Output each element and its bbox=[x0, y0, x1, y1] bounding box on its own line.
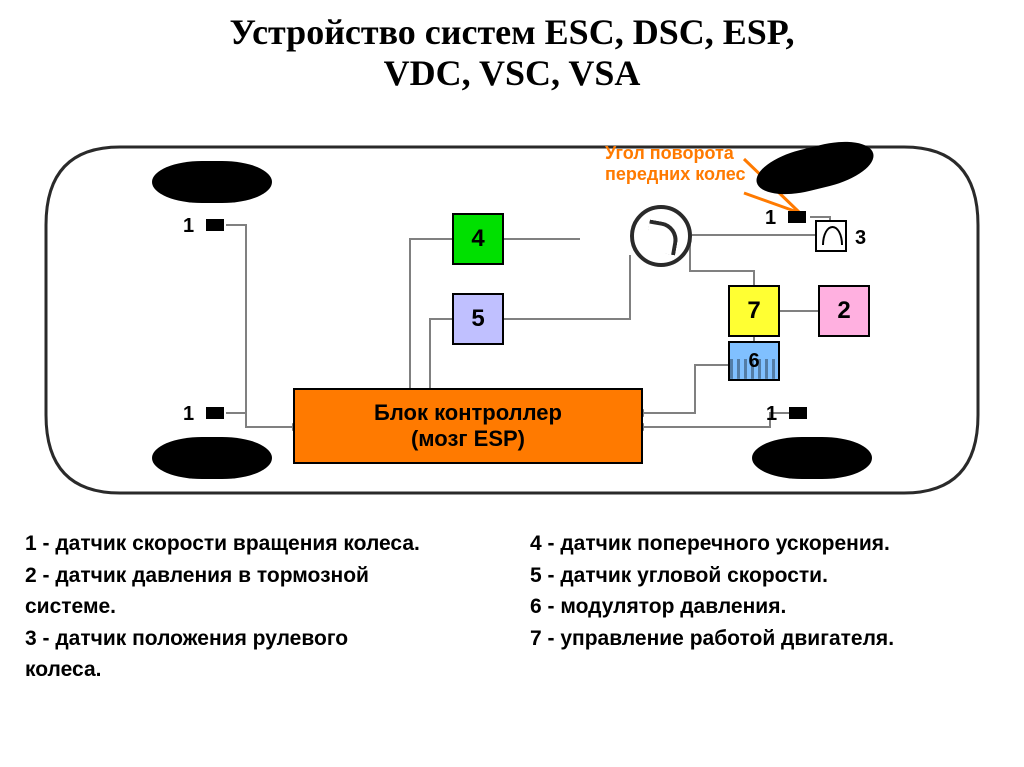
box7-label: 7 bbox=[747, 297, 760, 325]
wheel-front-left bbox=[152, 161, 272, 203]
title-line1: Устройство систем ESC, DSC, ESP, bbox=[0, 12, 1024, 53]
box5-label: 5 bbox=[471, 305, 484, 333]
legend-item: 4 - датчик поперечного ускорения. bbox=[530, 528, 1005, 560]
yaw-rate-sensor-box: 5 bbox=[452, 293, 504, 345]
legend-item: 7 - управление работой двигателя. bbox=[530, 623, 1005, 655]
sensor-1-icon bbox=[789, 407, 807, 419]
box4-label: 4 bbox=[471, 225, 484, 253]
page-title: Устройство систем ESC, DSC, ESP, VDC, VS… bbox=[0, 0, 1024, 95]
legend-item: 3 - датчик положения рулевого bbox=[25, 623, 500, 655]
sensor-1-icon bbox=[206, 407, 224, 419]
sensor-1-label: 1 bbox=[765, 207, 776, 230]
steering-angle-label: Угол поворота передних колес bbox=[605, 143, 746, 184]
wheel-rear-right bbox=[752, 437, 872, 479]
sensor-1-label: 1 bbox=[183, 403, 194, 426]
legend-item: 2 - датчик давления в тормозной bbox=[25, 560, 500, 592]
engine-control-box: 7 bbox=[728, 285, 780, 337]
pressure-sensor-box: 2 bbox=[818, 285, 870, 337]
legend-left-column: 1 - датчик скорости вращения колеса.2 - … bbox=[25, 528, 500, 686]
sensor-1-label: 1 bbox=[183, 215, 194, 238]
angle-label-line2: передних колес bbox=[605, 164, 746, 185]
sensor-3-label: 3 bbox=[855, 227, 866, 250]
steering-sensor-gauge-icon bbox=[815, 220, 847, 252]
steering-wheel-icon bbox=[630, 205, 692, 267]
legend-right-column: 4 - датчик поперечного ускорения.5 - дат… bbox=[530, 528, 1005, 686]
pressure-modulator-box: 6 bbox=[728, 341, 780, 381]
legend-item: колеса. bbox=[25, 654, 500, 686]
angle-label-line1: Угол поворота bbox=[605, 143, 746, 164]
legend-item: системе. bbox=[25, 591, 500, 623]
title-line2: VDC, VSC, VSA bbox=[0, 53, 1024, 94]
legend-item: 6 - модулятор давления. bbox=[530, 591, 1005, 623]
sensor-1-label: 1 bbox=[766, 403, 777, 426]
sensor-1-icon bbox=[788, 211, 806, 223]
legend: 1 - датчик скорости вращения колеса.2 - … bbox=[25, 528, 1005, 686]
box6-label: 6 bbox=[748, 350, 759, 373]
controller-line1: Блок контроллер bbox=[374, 400, 562, 426]
esc-diagram: Угол поворота передних колес 1 1 1 1 3 4… bbox=[40, 135, 984, 505]
lateral-accel-sensor-box: 4 bbox=[452, 213, 504, 265]
box2-label: 2 bbox=[837, 297, 850, 325]
controller-line2: (мозг ESP) bbox=[411, 426, 525, 452]
wheel-rear-left bbox=[152, 437, 272, 479]
legend-item: 1 - датчик скорости вращения колеса. bbox=[25, 528, 500, 560]
esp-controller-box: Блок контроллер (мозг ESP) bbox=[293, 388, 643, 464]
sensor-1-icon bbox=[206, 219, 224, 231]
legend-item: 5 - датчик угловой скорости. bbox=[530, 560, 1005, 592]
